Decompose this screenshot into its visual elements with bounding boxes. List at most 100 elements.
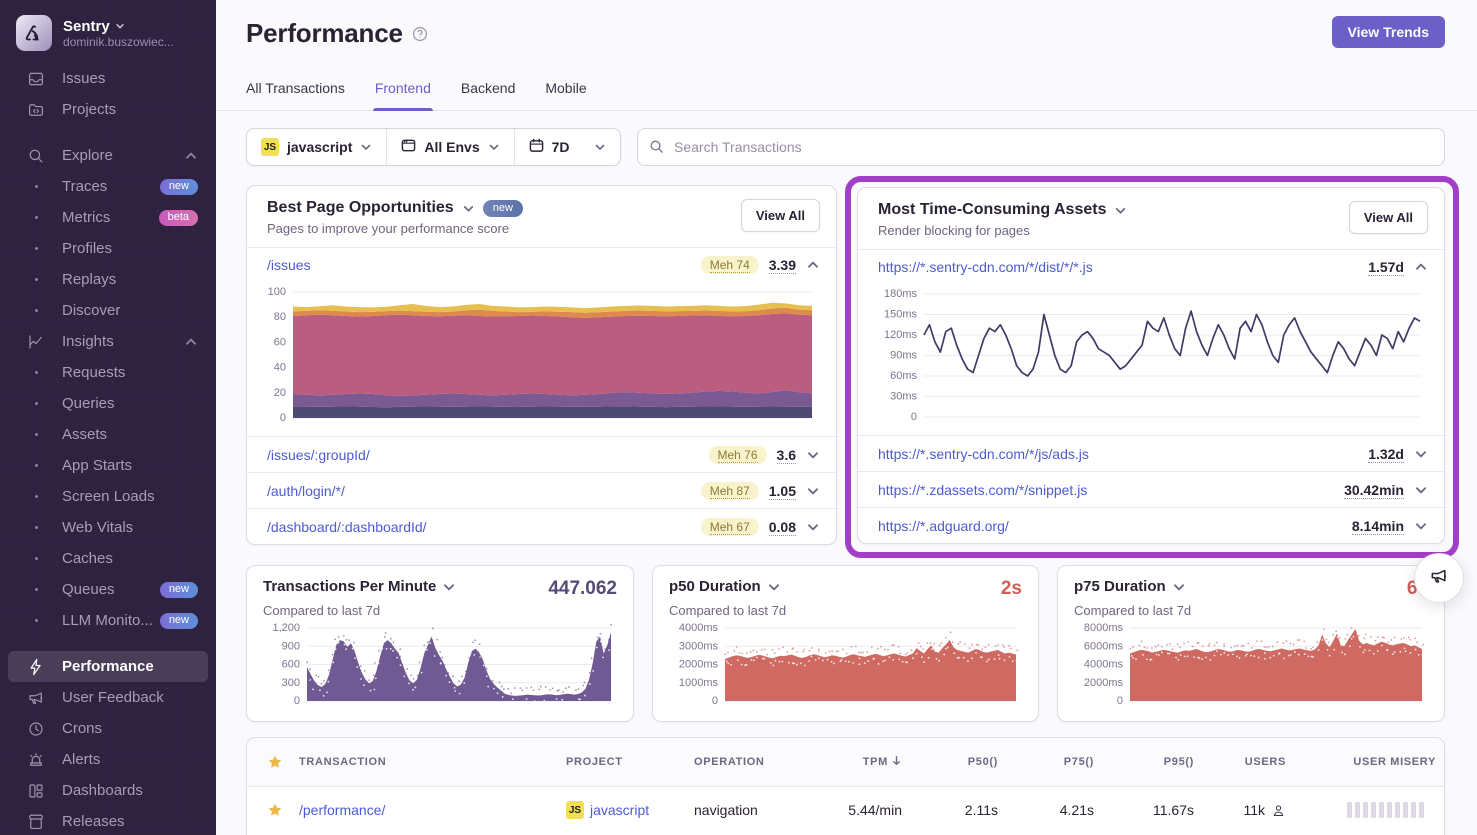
mini-chart[interactable] [263, 622, 617, 711]
panel-title[interactable]: p50 Duration [669, 578, 781, 595]
tab-backend[interactable]: Backend [460, 80, 516, 96]
score-badge[interactable]: Meh 67 [700, 517, 759, 536]
sidebar-item-issues[interactable]: Issues [8, 63, 208, 94]
transaction-link[interactable]: /issues/:groupId/ [267, 446, 370, 463]
sidebar-item-queries[interactable]: Queries [8, 388, 208, 419]
transaction-link[interactable]: /performance/ [299, 802, 386, 818]
feedback-fab[interactable] [1414, 553, 1464, 603]
column-header-p50[interactable]: P50() [910, 756, 1006, 768]
transaction-link[interactable]: https://*.adguard.org/ [878, 517, 1009, 534]
sidebar: Sentry dominik.buszowiec... Issues Projec… [0, 0, 216, 835]
sidebar-item-user-feedback[interactable]: User Feedback [8, 682, 208, 713]
chevron-down-icon[interactable] [806, 448, 820, 462]
chevron-up-icon[interactable] [1414, 260, 1428, 274]
column-header-p95[interactable]: P95() [1102, 756, 1202, 768]
search-input[interactable] [637, 128, 1445, 166]
calendar-icon [529, 138, 544, 156]
transaction-link[interactable]: https://*.zdassets.com/*/snippet.js [878, 481, 1088, 498]
sidebar-item-assets[interactable]: Assets [8, 419, 208, 450]
column-header-project[interactable]: PROJECT [558, 756, 686, 768]
view-all-button[interactable]: View All [740, 199, 820, 232]
view-trends-button[interactable]: View Trends [1331, 16, 1445, 48]
tab-frontend[interactable]: Frontend [372, 80, 433, 111]
score-badge[interactable]: Meh 87 [700, 481, 759, 500]
column-header-user-misery[interactable]: USER MISERY [1294, 756, 1444, 768]
column-header-tpm[interactable]: TPM [798, 755, 910, 769]
chevron-up-icon[interactable] [184, 335, 198, 349]
bullet-icon [26, 185, 46, 188]
sidebar-item-insights[interactable]: Insights [8, 326, 208, 357]
project-filter[interactable]: JS javascript [247, 129, 386, 165]
row-chart[interactable] [247, 282, 836, 436]
help-icon[interactable] [412, 26, 428, 42]
row-chart[interactable] [858, 284, 1444, 435]
view-all-button[interactable]: View All [1348, 201, 1428, 234]
transaction-link[interactable]: https://*.sentry-cdn.com/*/dist/*/*.js [878, 259, 1093, 275]
sidebar-item-replays[interactable]: Replays [8, 264, 208, 295]
table-row[interactable]: /performance/JS javascript navigation 5.44/… [247, 787, 1444, 833]
mini-chart[interactable] [669, 622, 1022, 711]
transaction-link[interactable]: /auth/login/*/ [267, 482, 345, 499]
chevron-down-icon[interactable] [1414, 519, 1428, 533]
transactions-per-minute-chart[interactable] [263, 622, 617, 711]
org-switcher[interactable]: Sentry dominik.buszowiec... [0, 0, 216, 63]
project-link[interactable]: javascript [590, 802, 650, 818]
chevron-down-icon[interactable] [462, 202, 475, 215]
sidebar-item-web-vitals[interactable]: Web Vitals [8, 512, 208, 543]
chevron-down-icon[interactable] [806, 520, 820, 534]
bullet-icon [26, 247, 46, 250]
star-icon[interactable] [255, 802, 283, 818]
chevron-down-icon[interactable] [1414, 447, 1428, 461]
sidebar-item-queues[interactable]: Queues new [8, 574, 208, 605]
score-badge[interactable]: Meh 74 [700, 256, 759, 274]
list-item: /issues Meh 74 3.39 [247, 248, 836, 282]
sidebar-item-traces[interactable]: Traces new [8, 171, 208, 202]
tab-mobile[interactable]: Mobile [545, 80, 587, 96]
chevron-down-icon[interactable] [1114, 204, 1127, 217]
date-range-filter[interactable]: 7D [513, 129, 620, 165]
sidebar-item-profiles[interactable]: Profiles [8, 233, 208, 264]
p75-duration-chart[interactable] [1074, 622, 1428, 711]
opportunities-chart[interactable] [257, 286, 818, 428]
chevron-down-icon[interactable] [1414, 483, 1428, 497]
sidebar-item-metrics[interactable]: Metrics beta [8, 202, 208, 233]
column-header-transaction[interactable]: TRANSACTION [291, 756, 558, 768]
org-user: dominik.buszowiec... [63, 34, 174, 49]
assets-chart[interactable] [868, 288, 1426, 427]
chevron-up-icon[interactable] [806, 258, 820, 272]
sidebar-item-llm-monito[interactable]: LLM Monito... new [8, 605, 208, 636]
user-misery-bars [1347, 802, 1436, 818]
sidebar-item-alerts[interactable]: Alerts [8, 744, 208, 775]
sidebar-item-discover[interactable]: Discover [8, 295, 208, 326]
transaction-link[interactable]: /issues [267, 257, 311, 273]
chevron-down-icon[interactable] [806, 484, 820, 498]
sidebar-item-requests[interactable]: Requests [8, 357, 208, 388]
environment-filter[interactable]: All Envs [386, 129, 513, 165]
column-header-p75[interactable]: P75() [1006, 756, 1102, 768]
panel-title[interactable]: Best Page Opportunities [267, 199, 454, 216]
column-header-label: USER MISERY [1353, 756, 1436, 768]
mini-chart[interactable] [1074, 622, 1428, 711]
javascript-icon: JS [261, 138, 279, 156]
chevron-up-icon[interactable] [184, 149, 198, 163]
sidebar-item-performance[interactable]: Performance [8, 651, 208, 682]
column-header-star[interactable] [247, 754, 291, 770]
sidebar-item-app-starts[interactable]: App Starts [8, 450, 208, 481]
panel-title[interactable]: p75 Duration [1074, 578, 1186, 595]
tab-all-transactions[interactable]: All Transactions [246, 80, 345, 96]
sidebar-item-releases[interactable]: Releases [8, 806, 208, 835]
panel-title[interactable]: Transactions Per Minute [263, 578, 456, 595]
transaction-link[interactable]: /dashboard/:dashboardId/ [267, 518, 427, 535]
sidebar-item-screen-loads[interactable]: Screen Loads [8, 481, 208, 512]
panel-title[interactable]: Most Time-Consuming Assets [878, 201, 1107, 218]
sidebar-item-caches[interactable]: Caches [8, 543, 208, 574]
sidebar-item-crons[interactable]: Crons [8, 713, 208, 744]
sidebar-item-dashboards[interactable]: Dashboards [8, 775, 208, 806]
transaction-link[interactable]: https://*.sentry-cdn.com/*/js/ads.js [878, 445, 1089, 462]
column-header-users[interactable]: USERS [1202, 756, 1294, 768]
column-header-operation[interactable]: OPERATION [686, 756, 798, 768]
sidebar-item-projects[interactable]: Projects [8, 94, 208, 125]
sidebar-item-explore[interactable]: Explore [8, 140, 208, 171]
p50-duration-chart[interactable] [669, 622, 1022, 711]
score-badge[interactable]: Meh 76 [708, 445, 767, 464]
